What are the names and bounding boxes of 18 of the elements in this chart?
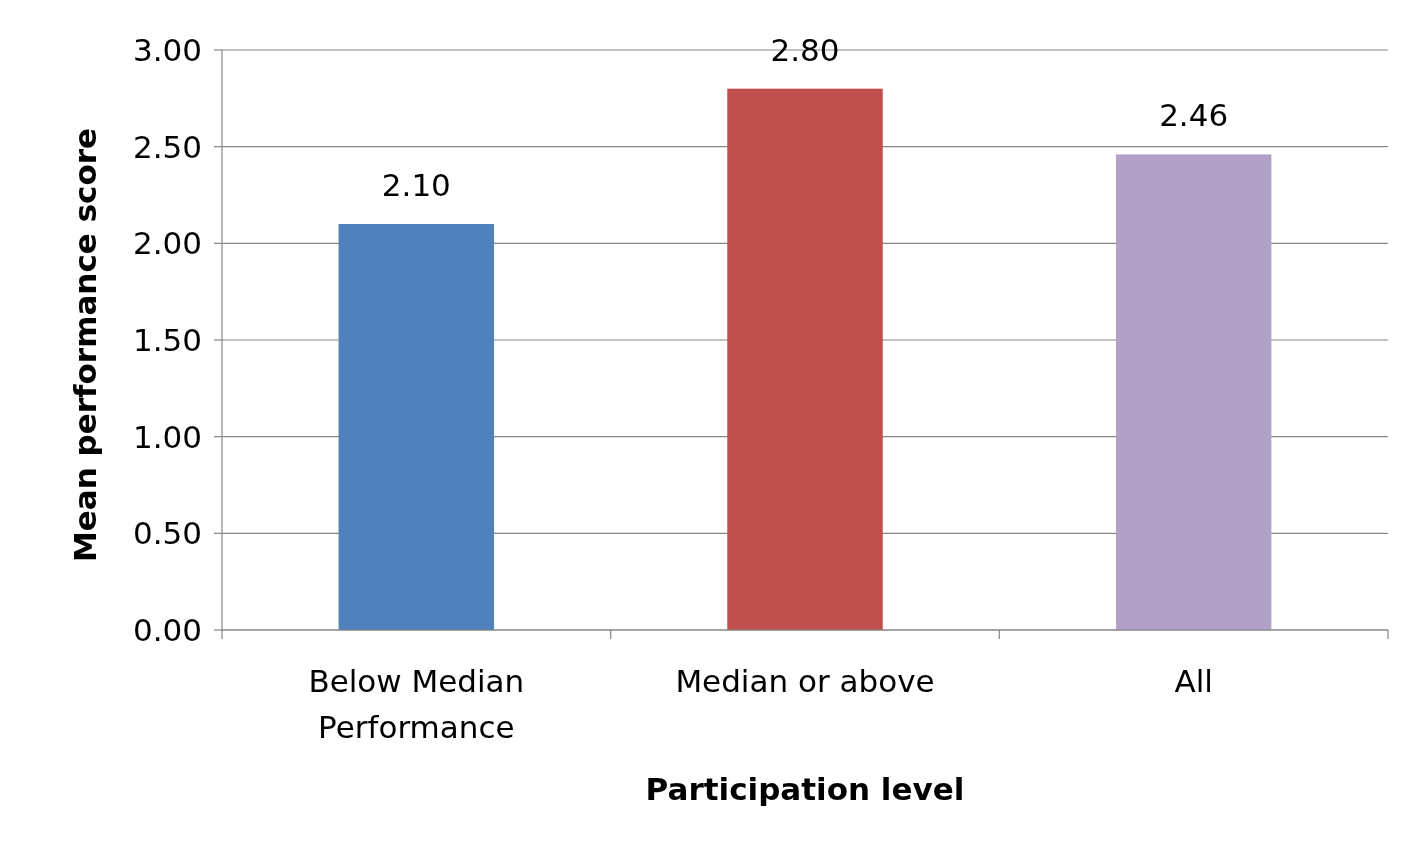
x-tick-label: Median or above (675, 663, 935, 699)
bar (727, 88, 883, 630)
bar (338, 224, 495, 630)
x-tick-label: Below Median Performance (308, 663, 525, 745)
x-tick-label: All (1174, 663, 1213, 699)
data-label: 2.10 (381, 167, 451, 203)
bar (1115, 154, 1272, 630)
data-label: 2.46 (1159, 97, 1229, 134)
y-tick-label: 1.50 (132, 321, 202, 358)
data-label: 2.80 (770, 31, 840, 68)
y-axis-title: Mean performance score (67, 127, 103, 563)
y-tick-label: 2.00 (132, 225, 202, 262)
y-tick-label: 1.00 (132, 418, 202, 455)
y-tick-label: 2.50 (132, 128, 202, 165)
y-tick-label: 0.00 (132, 611, 202, 648)
y-tick-label: 0.50 (132, 515, 202, 552)
x-axis-title: Participation level (645, 771, 965, 807)
y-tick-label: 3.00 (132, 31, 202, 68)
